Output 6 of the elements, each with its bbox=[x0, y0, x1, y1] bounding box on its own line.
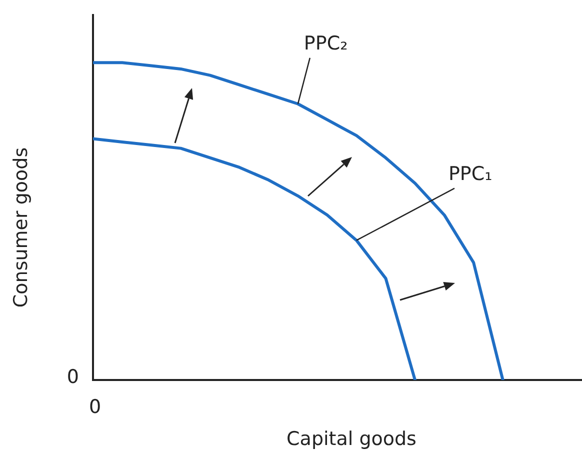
y-axis-title: Consumer goods bbox=[10, 147, 32, 308]
text: PPC₁ bbox=[448, 162, 492, 185]
text: 0 bbox=[66, 366, 79, 388]
text: PPC₂ bbox=[304, 32, 348, 54]
x-axis-title: Capital goods bbox=[286, 428, 416, 450]
text: 0 bbox=[88, 396, 102, 418]
